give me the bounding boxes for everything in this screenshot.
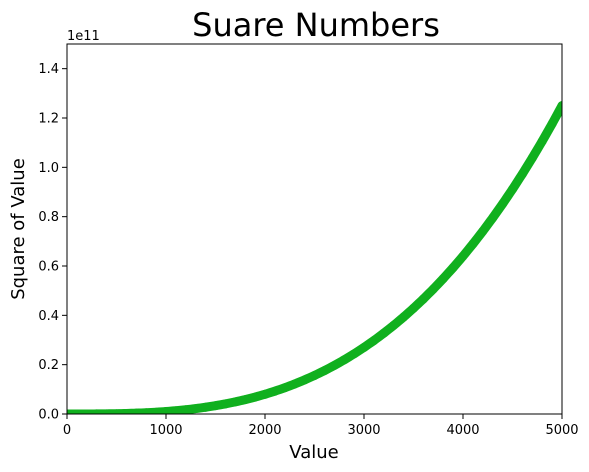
data-point bbox=[438, 274, 448, 284]
y-tick-label: 1.0 bbox=[38, 161, 59, 176]
data-point bbox=[448, 263, 458, 273]
data-point bbox=[171, 406, 181, 414]
data-point bbox=[428, 284, 438, 294]
data-point bbox=[67, 409, 72, 414]
plot-frame bbox=[66, 43, 563, 415]
x-tick-label: 2000 bbox=[248, 423, 281, 438]
data-point bbox=[498, 199, 508, 209]
data-point bbox=[121, 408, 131, 414]
data-point bbox=[131, 408, 141, 414]
y-tick-label: 0.4 bbox=[38, 309, 59, 324]
y-tick-label: 0.2 bbox=[38, 358, 59, 373]
x-tick-label: 0 bbox=[63, 423, 71, 438]
data-point bbox=[418, 294, 428, 304]
data-point bbox=[161, 407, 171, 414]
data-point bbox=[468, 239, 478, 249]
data-point bbox=[508, 184, 517, 194]
data-point bbox=[240, 395, 250, 405]
data-point bbox=[191, 404, 201, 414]
plot-area bbox=[66, 43, 563, 415]
data-point bbox=[290, 379, 300, 389]
data-point bbox=[488, 213, 498, 223]
y-axis-title: Square of Value bbox=[8, 158, 29, 300]
data-point bbox=[557, 101, 562, 111]
data-point bbox=[260, 389, 270, 399]
data-point bbox=[339, 355, 349, 365]
data-point bbox=[359, 342, 369, 352]
data-point bbox=[478, 226, 488, 236]
data-point bbox=[211, 401, 220, 411]
data-point bbox=[201, 402, 211, 412]
data-point bbox=[458, 251, 468, 261]
x-axis: 0 1000 2000 3000 4000 5000 bbox=[63, 414, 579, 438]
data-point bbox=[379, 328, 389, 338]
x-tick-label: 1000 bbox=[149, 423, 182, 438]
y-tick-label: 1.2 bbox=[38, 112, 59, 127]
data-point bbox=[220, 399, 230, 409]
data-point bbox=[230, 397, 240, 407]
data-point bbox=[270, 386, 280, 396]
x-axis-title: Value bbox=[289, 442, 338, 463]
data-point bbox=[369, 336, 379, 346]
data-point bbox=[399, 312, 409, 322]
y-tick-label: 0.0 bbox=[38, 408, 59, 423]
data-point bbox=[72, 409, 82, 414]
x-tick-label: 5000 bbox=[545, 423, 578, 438]
data-point bbox=[547, 119, 557, 129]
y-offset-label: 1e11 bbox=[67, 29, 100, 44]
data-point bbox=[280, 383, 290, 393]
y-tick-label: 0.6 bbox=[38, 260, 59, 275]
data-point bbox=[329, 360, 339, 370]
data-point bbox=[517, 169, 527, 179]
y-tick-label: 1.4 bbox=[38, 62, 59, 77]
data-point bbox=[82, 409, 92, 414]
data-point bbox=[389, 320, 399, 330]
y-axis: 0.0 0.2 0.4 0.6 0.8 1.0 1.2 1.4 bbox=[38, 62, 67, 423]
data-point bbox=[409, 303, 418, 313]
data-point bbox=[102, 409, 112, 414]
data-point bbox=[537, 136, 547, 146]
x-tick-label: 4000 bbox=[446, 423, 479, 438]
series-band bbox=[67, 101, 562, 414]
chart-title: Suare Numbers bbox=[192, 6, 440, 44]
data-point bbox=[92, 409, 102, 414]
data-point bbox=[250, 392, 260, 402]
data-point bbox=[141, 408, 151, 414]
x-tick-label: 3000 bbox=[347, 423, 380, 438]
data-point bbox=[319, 366, 329, 376]
data-point bbox=[151, 407, 161, 414]
data-point bbox=[300, 375, 310, 385]
data-point bbox=[310, 370, 319, 380]
series-layer bbox=[67, 101, 562, 414]
y-tick-label: 0.8 bbox=[38, 210, 59, 225]
data-point bbox=[181, 405, 191, 414]
data-point bbox=[112, 409, 121, 414]
data-point bbox=[527, 153, 537, 163]
data-point bbox=[349, 349, 359, 359]
